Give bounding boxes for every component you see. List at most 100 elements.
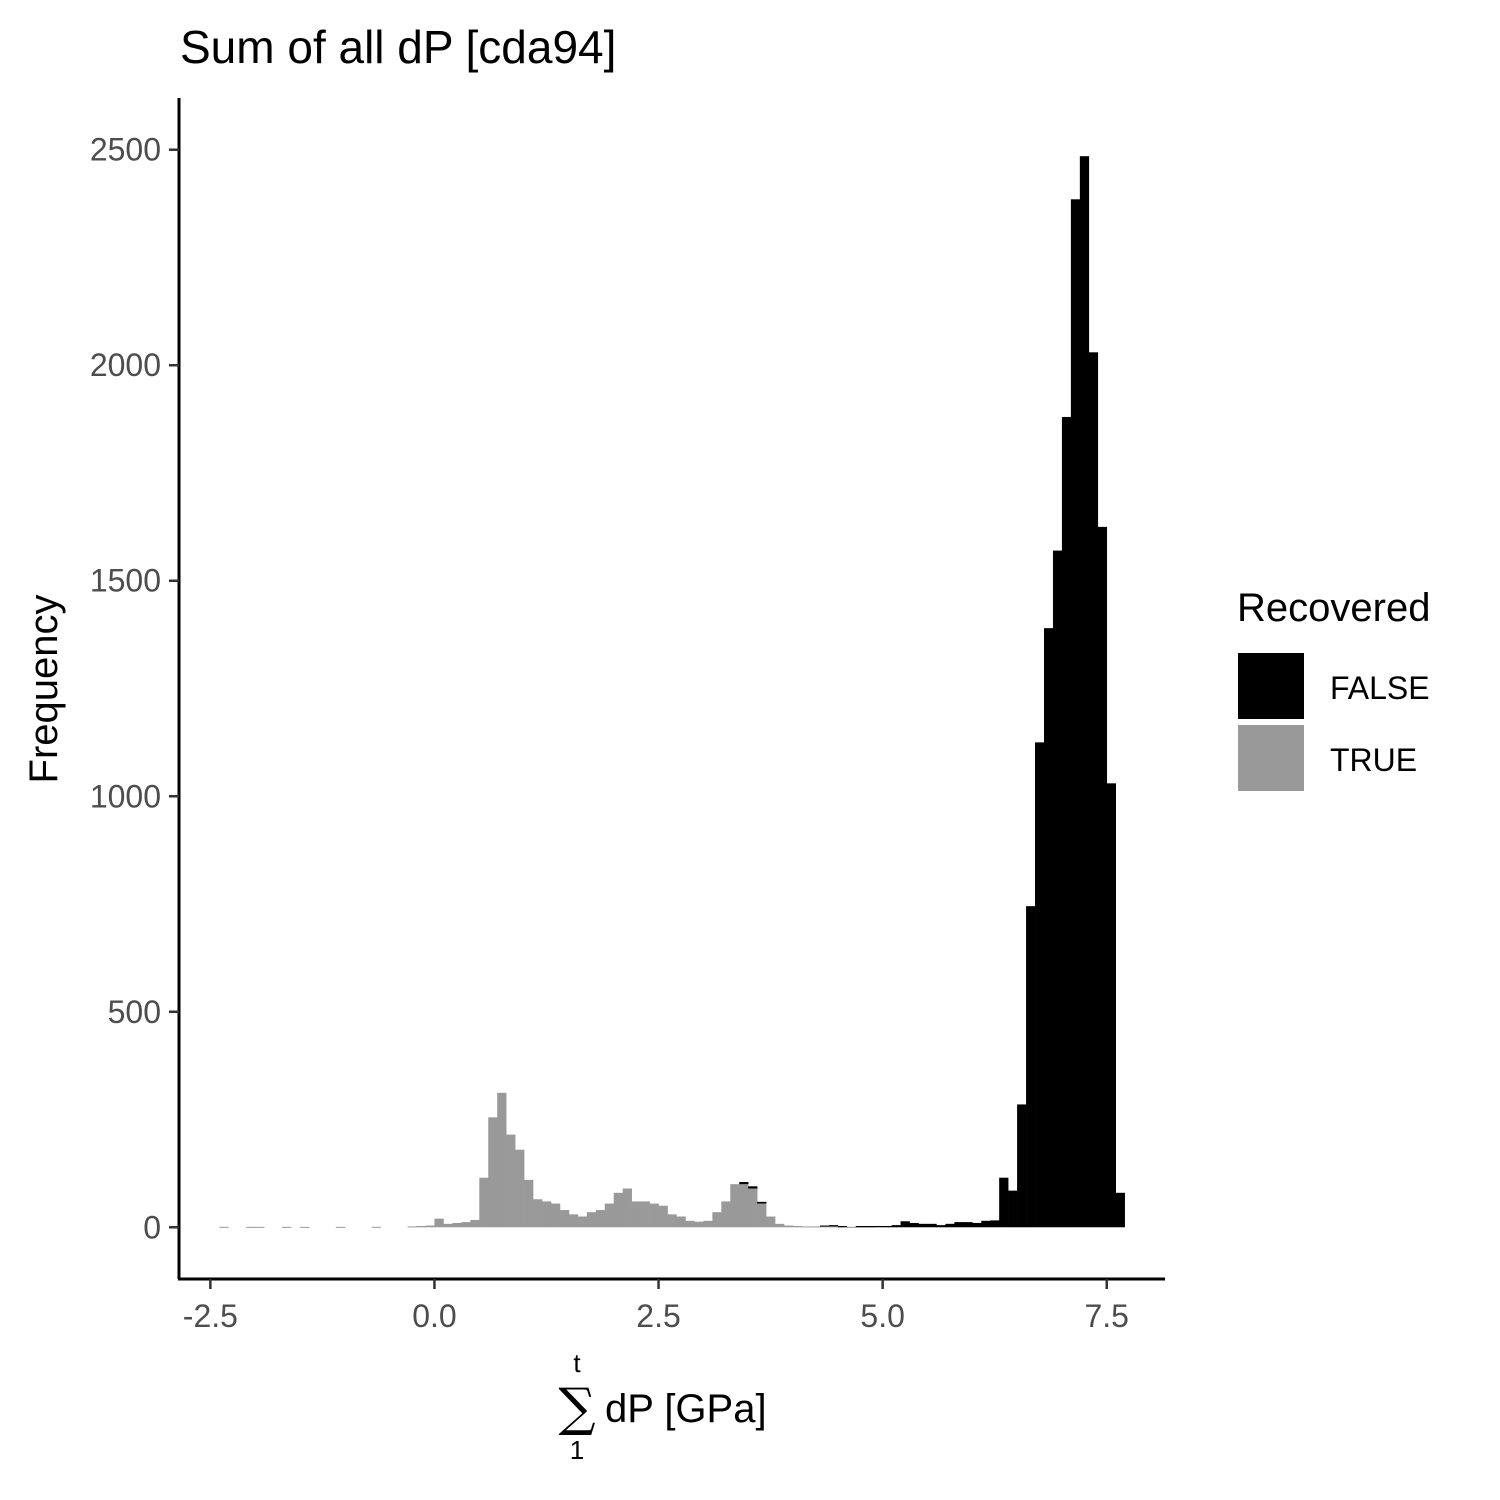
bar-false: [1043, 628, 1054, 1228]
bar-false: [954, 1222, 964, 1228]
bar-true: [416, 1225, 426, 1228]
bar-false: [936, 1225, 946, 1228]
bar-true: [407, 1226, 417, 1228]
bar-true: [282, 1226, 292, 1228]
bar-true: [452, 1222, 462, 1228]
legend: Recovered FALSE TRUE: [1237, 586, 1430, 791]
bar-false: [918, 1223, 928, 1228]
bar-true: [685, 1220, 695, 1228]
bar-false: [864, 1225, 874, 1227]
bar-true: [784, 1225, 794, 1228]
bar-false: [972, 1222, 982, 1228]
bar-false: [900, 1221, 910, 1228]
bar-false: [963, 1222, 973, 1228]
bar-true: [506, 1134, 516, 1228]
bar-false: [945, 1223, 955, 1228]
bar-true: [371, 1226, 381, 1228]
bar-false: [1106, 783, 1116, 1228]
bar-true: [775, 1223, 785, 1228]
bar-true: [434, 1218, 444, 1228]
bar-true: [524, 1179, 534, 1228]
bar-false: [1115, 1192, 1125, 1228]
bar-true: [542, 1201, 552, 1228]
bar-false: [1008, 1190, 1018, 1228]
sum-upper-limit: t: [573, 1348, 581, 1378]
y-axis-ticks: 0 500 1000 1500 2000 2500: [90, 132, 179, 1245]
y-tick-label: 1000: [90, 778, 161, 814]
x-tick-label: 5.0: [860, 1298, 904, 1334]
legend-swatch-false: [1238, 653, 1304, 719]
bar-true: [721, 1201, 731, 1228]
y-axis-title: Frequency: [22, 595, 66, 784]
bar-false: [757, 1201, 767, 1204]
bar-false: [1088, 352, 1099, 1228]
series-true-bars: [219, 1092, 874, 1228]
bar-false: [748, 1186, 758, 1189]
y-tick-label: 500: [108, 994, 161, 1030]
bar-true: [846, 1226, 857, 1228]
bar-true: [757, 1203, 767, 1228]
bar-false: [855, 1225, 866, 1227]
bar-true: [300, 1226, 310, 1228]
legend-swatch-true: [1238, 725, 1304, 791]
bar-false: [873, 1225, 883, 1228]
bar-true: [819, 1225, 830, 1228]
bar-true: [604, 1203, 615, 1228]
bar-true: [586, 1212, 597, 1228]
x-tick-label: 0.0: [412, 1298, 456, 1334]
bar-false: [1097, 526, 1108, 1228]
bar-true: [595, 1210, 606, 1228]
bar-true: [739, 1184, 749, 1228]
bar-true: [649, 1203, 659, 1228]
bar-true: [568, 1214, 579, 1228]
x-axis-title-text: dP [GPa]: [605, 1387, 767, 1431]
bar-true: [219, 1226, 229, 1228]
bar-true: [748, 1188, 758, 1228]
bar-false: [828, 1225, 839, 1227]
x-axis-title: t ∑ 1 dP [GPa]: [558, 1348, 766, 1465]
y-tick-label: 0: [143, 1209, 161, 1245]
bar-true: [837, 1226, 848, 1228]
bar-false: [882, 1225, 892, 1228]
bar-true: [667, 1214, 677, 1228]
x-tick-label: 7.5: [1084, 1298, 1128, 1334]
bar-true: [559, 1210, 570, 1228]
bar-true: [613, 1192, 623, 1228]
bar-true: [479, 1177, 489, 1228]
bar-false: [909, 1222, 919, 1228]
bar-true: [730, 1184, 740, 1228]
bar-true: [461, 1222, 471, 1228]
series-false-bars: [739, 156, 1125, 1228]
y-tick-label: 1500: [90, 563, 161, 599]
legend-title: Recovered: [1237, 586, 1430, 630]
bar-true: [828, 1226, 839, 1228]
bar-true: [703, 1220, 713, 1228]
bar-true: [335, 1226, 346, 1228]
bar-false: [1070, 199, 1081, 1228]
bar-true: [694, 1221, 704, 1228]
legend-label-true: TRUE: [1330, 742, 1417, 778]
bar-false: [1026, 906, 1036, 1228]
bar-true: [631, 1201, 641, 1228]
sigma-symbol: ∑: [558, 1378, 595, 1438]
bar-true: [658, 1205, 668, 1228]
bar-false: [1052, 550, 1063, 1228]
bar-false: [1017, 1104, 1027, 1228]
bar-false: [739, 1182, 749, 1185]
y-tick-label: 2500: [90, 132, 161, 168]
bar-true: [622, 1188, 632, 1228]
bar-true: [640, 1201, 650, 1228]
bar-false: [981, 1220, 991, 1228]
bar-true: [855, 1226, 866, 1228]
bar-true: [766, 1216, 776, 1228]
bar-true: [470, 1219, 480, 1228]
bar-true: [425, 1225, 435, 1228]
bar-true: [793, 1225, 803, 1228]
bar-true: [246, 1226, 256, 1228]
bar-true: [515, 1149, 525, 1228]
bar-false: [1079, 156, 1090, 1228]
bar-true: [550, 1203, 561, 1228]
bar-true: [443, 1223, 453, 1228]
bar-true: [864, 1226, 874, 1228]
